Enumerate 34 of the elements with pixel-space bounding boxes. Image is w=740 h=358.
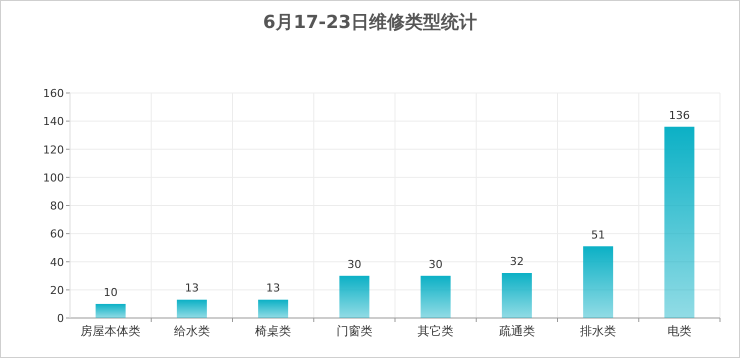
x-tick-label: 电类 [667,324,692,338]
x-tick-label: 椅桌类 [255,324,292,338]
x-tick-label: 疏通类 [498,324,535,338]
bar [583,246,614,318]
y-tick-label: 100 [43,171,64,184]
x-tick-label: 房屋本体类 [80,324,141,338]
x-tick-label: 给水类 [174,324,210,338]
bar [664,126,694,318]
bar [420,276,451,318]
bar [339,276,370,318]
data-label: 13 [184,282,199,295]
x-tick-label: 排水类 [580,324,616,338]
y-tick-label: 40 [50,256,64,269]
bar [502,273,532,318]
data-label: 10 [104,286,118,299]
bar [258,300,288,318]
x-tick-label: 其它类 [418,324,454,338]
y-tick-label: 20 [50,284,64,297]
y-tick-label: 120 [43,143,64,156]
x-tick-label: 门窗类 [336,324,372,338]
bar [96,304,126,318]
y-tick-label: 80 [50,200,64,212]
y-tick-label: 60 [50,228,64,241]
data-label: 30 [347,258,362,271]
data-label: 13 [266,282,280,295]
y-tick-label: 160 [43,87,64,100]
data-label: 51 [591,228,606,242]
chart-title: 6月17-23日维修类型统计 [262,12,478,33]
bar [176,300,207,318]
data-label: 32 [510,255,524,268]
data-label: 136 [668,108,690,122]
y-tick-label: 0 [57,312,64,325]
data-label: 30 [428,258,443,271]
y-tick-label: 140 [43,115,64,128]
